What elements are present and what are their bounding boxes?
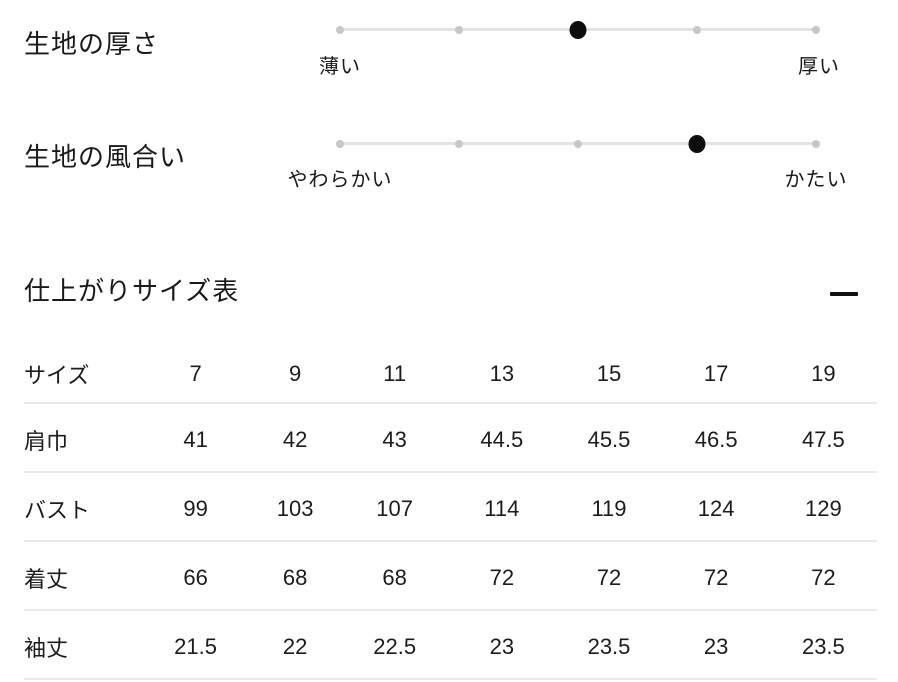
size-value: 68 — [382, 565, 407, 590]
size-value: 129 — [805, 496, 842, 521]
size-value: 44.5 — [480, 427, 524, 452]
size-value: 23.5 — [801, 634, 845, 659]
size-value: 23 — [703, 634, 729, 659]
size-value: 72 — [703, 565, 729, 590]
size-value: 23.5 — [587, 634, 631, 659]
scale-dot — [336, 25, 344, 34]
fabric-thickness-scale — [336, 20, 820, 39]
size-value: 114 — [484, 496, 520, 521]
scale-dot-active — [569, 20, 587, 39]
scale-dot — [812, 25, 820, 34]
size-value: 23 — [489, 634, 515, 659]
size-value: 46.5 — [694, 427, 738, 452]
size-value: 41 — [183, 427, 208, 452]
table-row-bust: バスト 99 103 107 114 119 124 129 — [24, 472, 877, 541]
table-header-row: サイズ 7 9 11 13 15 17 19 — [24, 345, 877, 403]
size-value: 107 — [376, 496, 413, 521]
size-value: 72 — [489, 565, 515, 590]
row-label: 袖丈 — [24, 636, 69, 661]
scale-dot — [574, 139, 582, 148]
scale-dot — [336, 139, 344, 148]
size-value: 43 — [382, 427, 407, 452]
scale-dot — [812, 139, 820, 148]
collapse-section-button[interactable] — [822, 281, 866, 305]
size-value: 99 — [183, 496, 208, 521]
size-value: 72 — [811, 565, 836, 590]
size-value: 103 — [276, 496, 314, 521]
size-value: 45.5 — [587, 427, 631, 452]
size-value: 22.5 — [373, 634, 417, 659]
size-value: 42 — [282, 427, 308, 452]
col-header: 19 — [811, 360, 836, 386]
size-value: 21.5 — [174, 634, 217, 659]
fabric-thickness-min-label: 薄い — [319, 56, 361, 78]
col-header: 15 — [596, 360, 622, 386]
col-header: 9 — [288, 360, 302, 386]
size-value: 22 — [282, 634, 308, 659]
fabric-texture-min-label: やわらかい — [287, 169, 393, 191]
scale-dot-active — [688, 134, 706, 153]
minus-icon — [830, 292, 858, 296]
table-row-length: 着丈 66 68 68 72 72 72 72 — [24, 541, 877, 610]
scale-dot — [455, 139, 463, 148]
size-value: 119 — [591, 496, 627, 521]
size-value: 124 — [697, 496, 735, 521]
row-label: 肩巾 — [24, 429, 69, 454]
fabric-thickness-max-label: 厚い — [798, 56, 840, 78]
size-value: 66 — [183, 565, 208, 590]
size-value: 68 — [282, 565, 308, 590]
scale-dot — [693, 25, 701, 34]
col-header-size: サイズ — [24, 362, 90, 388]
fabric-thickness-label: 生地の厚さ — [24, 29, 160, 59]
fabric-texture-scale — [336, 134, 820, 153]
size-value: 47.5 — [801, 427, 845, 452]
table-row-shoulder: 肩巾 41 42 43 44.5 45.5 46.5 47.5 — [24, 403, 877, 472]
col-header: 17 — [703, 360, 729, 386]
col-header: 13 — [489, 360, 515, 386]
row-label: 着丈 — [24, 567, 69, 592]
size-table-section-title: 仕上がりサイズ表 — [24, 276, 240, 306]
fabric-texture-label: 生地の風合い — [24, 142, 187, 172]
col-header: 7 — [189, 360, 202, 386]
table-row-sleeve: 袖丈 21.5 22 22.5 23 23.5 23 23.5 — [24, 610, 877, 679]
size-table: サイズ 7 9 11 13 15 17 19 肩巾 41 42 43 44.5 … — [24, 345, 877, 680]
fabric-texture-max-label: かたい — [784, 169, 848, 191]
row-label: バスト — [24, 498, 91, 523]
col-header: 11 — [383, 360, 407, 386]
size-value: 72 — [596, 565, 622, 590]
scale-dot — [455, 25, 463, 34]
